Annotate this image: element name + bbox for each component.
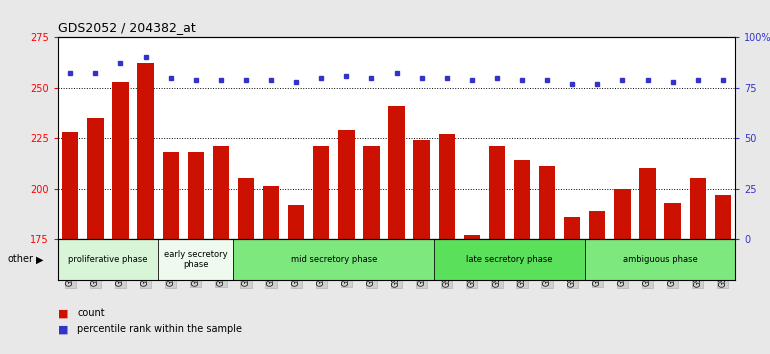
Bar xyxy=(263,187,280,239)
Bar xyxy=(313,146,330,239)
Text: early secretory
phase: early secretory phase xyxy=(164,250,228,269)
Bar xyxy=(338,130,354,239)
Bar xyxy=(188,152,204,239)
Bar xyxy=(58,239,158,280)
Text: ■: ■ xyxy=(58,308,69,318)
Bar xyxy=(162,152,179,239)
Bar xyxy=(288,205,304,239)
Text: ambiguous phase: ambiguous phase xyxy=(623,255,698,264)
Bar xyxy=(213,146,229,239)
Bar xyxy=(614,188,631,239)
Text: mid secretory phase: mid secretory phase xyxy=(290,255,377,264)
Text: GDS2052 / 204382_at: GDS2052 / 204382_at xyxy=(58,21,196,34)
Bar xyxy=(584,239,735,280)
Bar xyxy=(158,239,233,280)
Text: count: count xyxy=(77,308,105,318)
Bar xyxy=(363,146,380,239)
Bar xyxy=(413,140,430,239)
Bar xyxy=(233,239,434,280)
Text: ■: ■ xyxy=(58,324,69,334)
Bar xyxy=(639,169,656,239)
Bar xyxy=(665,202,681,239)
Text: other: other xyxy=(8,254,34,264)
Text: ▶: ▶ xyxy=(36,254,44,264)
Bar xyxy=(388,106,405,239)
Text: late secretory phase: late secretory phase xyxy=(466,255,553,264)
Bar xyxy=(539,166,555,239)
Bar xyxy=(238,178,254,239)
Bar xyxy=(489,146,505,239)
Bar xyxy=(715,195,731,239)
Bar xyxy=(434,239,584,280)
Bar xyxy=(564,217,581,239)
Bar xyxy=(112,81,129,239)
Bar xyxy=(439,134,455,239)
Bar xyxy=(137,63,154,239)
Text: percentile rank within the sample: percentile rank within the sample xyxy=(77,324,242,334)
Bar xyxy=(87,118,103,239)
Bar xyxy=(62,132,79,239)
Bar xyxy=(464,235,480,239)
Bar xyxy=(514,160,531,239)
Bar xyxy=(589,211,605,239)
Bar xyxy=(690,178,706,239)
Text: proliferative phase: proliferative phase xyxy=(69,255,148,264)
